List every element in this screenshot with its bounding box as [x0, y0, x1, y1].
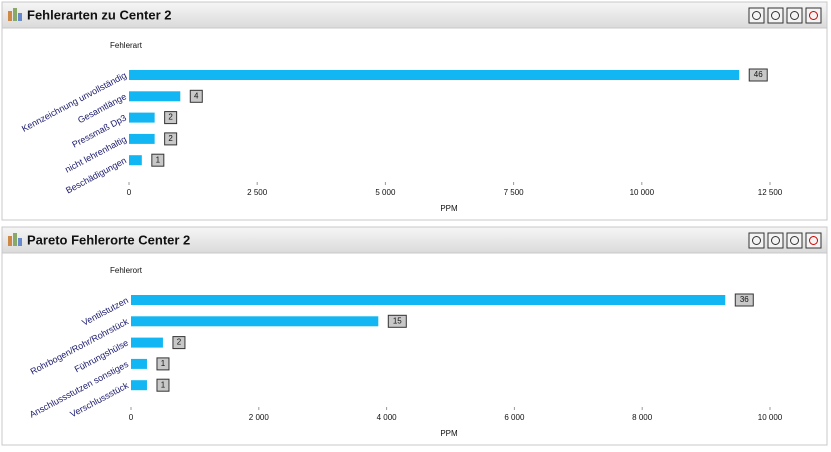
bar — [129, 133, 155, 144]
bar — [131, 358, 147, 369]
history-icon — [809, 11, 818, 20]
value-label: 1 — [161, 359, 166, 368]
bar — [131, 295, 726, 305]
x-tick-label: 0 — [127, 188, 132, 197]
export-icon — [790, 236, 799, 245]
value-label: 15 — [393, 316, 402, 325]
x-tick-label: 2 000 — [249, 413, 270, 422]
value-label-box — [156, 378, 170, 392]
value-label: 2 — [168, 113, 173, 122]
chart-icon — [18, 238, 22, 246]
bar — [129, 112, 155, 123]
bar — [131, 337, 163, 348]
chart-icon — [18, 13, 22, 21]
x-axis-title: PPM — [440, 204, 458, 213]
x-tick-label: 10 000 — [758, 413, 783, 422]
zoom-icon — [771, 11, 780, 20]
value-label: 1 — [156, 155, 161, 164]
chart-icon — [8, 236, 12, 246]
export-button[interactable] — [786, 7, 803, 24]
y-axis-title: Fehlerort — [110, 266, 143, 275]
x-tick-label: 6 000 — [504, 413, 525, 422]
value-label-box — [189, 89, 203, 103]
chart-icon — [13, 233, 17, 246]
value-label-box — [164, 111, 178, 125]
chart-icon — [13, 8, 17, 21]
value-label-box — [156, 357, 170, 371]
info-icon — [752, 236, 761, 245]
value-label-box — [387, 314, 407, 328]
history-icon — [809, 236, 818, 245]
zoom-icon — [771, 236, 780, 245]
x-tick-label: 8 000 — [632, 413, 653, 422]
value-label: 1 — [161, 380, 166, 389]
panel — [1, 226, 828, 446]
history-button[interactable] — [805, 232, 822, 249]
bar — [131, 316, 379, 327]
info-button[interactable] — [748, 7, 765, 24]
x-tick-label: 10 000 — [630, 188, 655, 197]
value-label: 36 — [740, 295, 749, 304]
history-button[interactable] — [805, 7, 822, 24]
zoom-button[interactable] — [767, 7, 784, 24]
x-tick-label: 2 500 — [247, 188, 268, 197]
value-label-box — [734, 293, 754, 307]
bar — [131, 380, 147, 391]
value-label-box — [151, 153, 165, 167]
panel-title: Pareto Fehlerorte Center 2 — [27, 232, 190, 247]
export-button[interactable] — [786, 232, 803, 249]
x-tick-label: 7 500 — [504, 188, 525, 197]
zoom-button[interactable] — [767, 232, 784, 249]
panel — [1, 1, 828, 221]
panel-header — [1, 1, 828, 29]
chart-icon — [8, 11, 12, 21]
y-axis-title: Fehlerart — [110, 41, 143, 50]
value-label: 46 — [754, 70, 763, 79]
value-label: 2 — [177, 338, 182, 347]
value-label: 4 — [194, 91, 199, 100]
value-label-box — [172, 336, 186, 350]
info-button[interactable] — [748, 232, 765, 249]
export-icon — [790, 11, 799, 20]
panel-title: Fehlerarten zu Center 2 — [27, 7, 172, 22]
x-tick-label: 4 000 — [377, 413, 398, 422]
bar — [129, 70, 740, 80]
bar — [129, 155, 142, 166]
x-tick-label: 12 500 — [758, 188, 783, 197]
x-tick-label: 5 000 — [375, 188, 396, 197]
value-label-box — [748, 68, 768, 82]
value-label: 2 — [168, 134, 173, 143]
value-label-box — [164, 132, 178, 146]
x-tick-label: 0 — [129, 413, 134, 422]
info-icon — [752, 11, 761, 20]
panel-header — [1, 226, 828, 254]
bar — [129, 91, 181, 102]
x-axis-title: PPM — [440, 429, 458, 438]
